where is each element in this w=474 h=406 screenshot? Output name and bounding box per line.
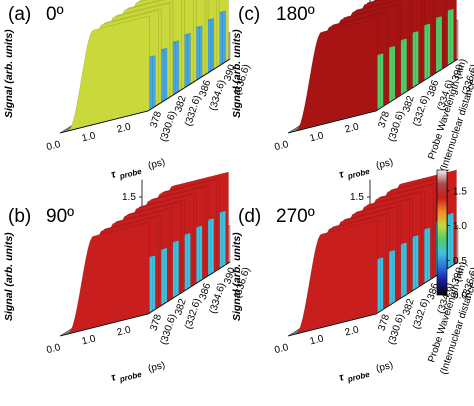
wavelength-axis-line xyxy=(147,58,231,112)
tau-symbol: τ xyxy=(110,371,118,384)
wavelength-tick-label: 390 xyxy=(450,266,466,286)
time-tick-label: 1.0 xyxy=(81,333,98,347)
wavelength-tick-label: 390 xyxy=(222,63,238,83)
time-tick-label: 1.0 xyxy=(309,333,326,347)
surface-strip xyxy=(61,221,150,336)
time-unit: (ps) xyxy=(147,360,166,375)
time-axis-line xyxy=(287,110,377,134)
phase-label: 180º xyxy=(276,4,315,25)
time-tick-label: 2.0 xyxy=(344,121,361,135)
tau-symbol: τ xyxy=(110,168,118,181)
time-tick-label: 1.0 xyxy=(309,130,326,144)
panel-label: (c) xyxy=(238,4,260,25)
y-axis-label: Signal (arb. units) xyxy=(3,232,15,321)
time-axis-label: τ probe (ps) xyxy=(110,360,166,384)
panel-label: (d) xyxy=(238,206,261,227)
wavelength-tick-label: 386 xyxy=(198,78,214,98)
wavelength-axis-line xyxy=(375,58,459,112)
time-axis-line xyxy=(59,313,149,337)
colorbar: 1.5 1.0 0.5 0.0 xyxy=(436,169,467,302)
phase-label: 90º xyxy=(46,206,74,227)
surface-strip xyxy=(289,219,378,336)
panel-label: (b) xyxy=(8,206,31,227)
wavelength-axis-line xyxy=(147,261,231,315)
colorbar-tick-label: 1.5 xyxy=(453,186,467,197)
y-axis-label: Signal (arb. units) xyxy=(231,232,243,321)
colorbar-tick-label: 1.0 xyxy=(453,221,467,232)
time-tick-label: 0.0 xyxy=(45,342,62,356)
time-axis-line xyxy=(59,110,149,134)
panel-d: (d) 270º 0.0 0.5 1.0 1.5 Signal (arb. units) 0.… xyxy=(231,169,474,384)
tau-subscript: probe xyxy=(346,167,371,181)
y-tick-label: 1.5 xyxy=(350,192,364,203)
time-tick-label: 2.0 xyxy=(116,121,133,135)
time-unit: (ps) xyxy=(147,157,166,172)
time-axis-label: τ probe (ps) xyxy=(338,157,394,181)
wavelength-tick-label: 378 xyxy=(376,110,392,130)
wavelength-tick-label: 378 xyxy=(148,110,164,130)
time-tick-label: 1.0 xyxy=(81,130,98,144)
panel-label: (a) xyxy=(8,4,31,25)
time-axis-label: τ probe (ps) xyxy=(110,157,166,181)
tau-symbol: τ xyxy=(338,168,346,181)
tau-subscript: probe xyxy=(118,370,143,384)
tau-symbol: τ xyxy=(338,371,346,384)
time-axis-line xyxy=(287,313,377,337)
wavelength-tick-label: 382 xyxy=(173,94,189,114)
time-axis-label: τ probe (ps) xyxy=(338,360,394,384)
wavelength-tick-label: 378 xyxy=(148,313,164,333)
time-tick-label: 2.0 xyxy=(116,324,133,338)
wavelength-tick-label: 390 xyxy=(450,63,466,83)
wavelength-tick-label: 382 xyxy=(401,297,417,317)
tau-subscript: probe xyxy=(346,370,371,384)
surface-strip xyxy=(61,15,150,133)
y-axis-label: Signal (arb. units) xyxy=(231,29,243,118)
colorbar-gradient xyxy=(436,169,448,296)
surface-strip xyxy=(289,17,378,133)
time-unit: (ps) xyxy=(375,360,394,375)
colorbar-tick-label: 0.0 xyxy=(453,291,467,302)
wavelength-tick-label: 390 xyxy=(222,266,238,286)
time-tick-label: 2.0 xyxy=(344,324,361,338)
colorbar-tick-label: 0.5 xyxy=(453,256,467,267)
time-unit: (ps) xyxy=(375,157,394,172)
phase-label: 0º xyxy=(46,4,64,25)
time-tick-label: 0.0 xyxy=(273,342,290,356)
time-tick-label: 0.0 xyxy=(273,139,290,153)
wavelength-tick-label: 386 xyxy=(426,78,442,98)
y-tick-label: 1.5 xyxy=(122,192,136,203)
y-axis-label: Signal (arb. units) xyxy=(3,29,15,118)
phase-label: 270º xyxy=(276,206,315,227)
wavelength-tick-label: 382 xyxy=(401,94,417,114)
wavelength-tick-label: 386 xyxy=(198,281,214,301)
tau-subscript: probe xyxy=(118,167,143,181)
time-tick-label: 0.0 xyxy=(45,139,62,153)
wavelength-tick-label: 382 xyxy=(173,297,189,317)
wavelength-tick-label: 378 xyxy=(376,313,392,333)
